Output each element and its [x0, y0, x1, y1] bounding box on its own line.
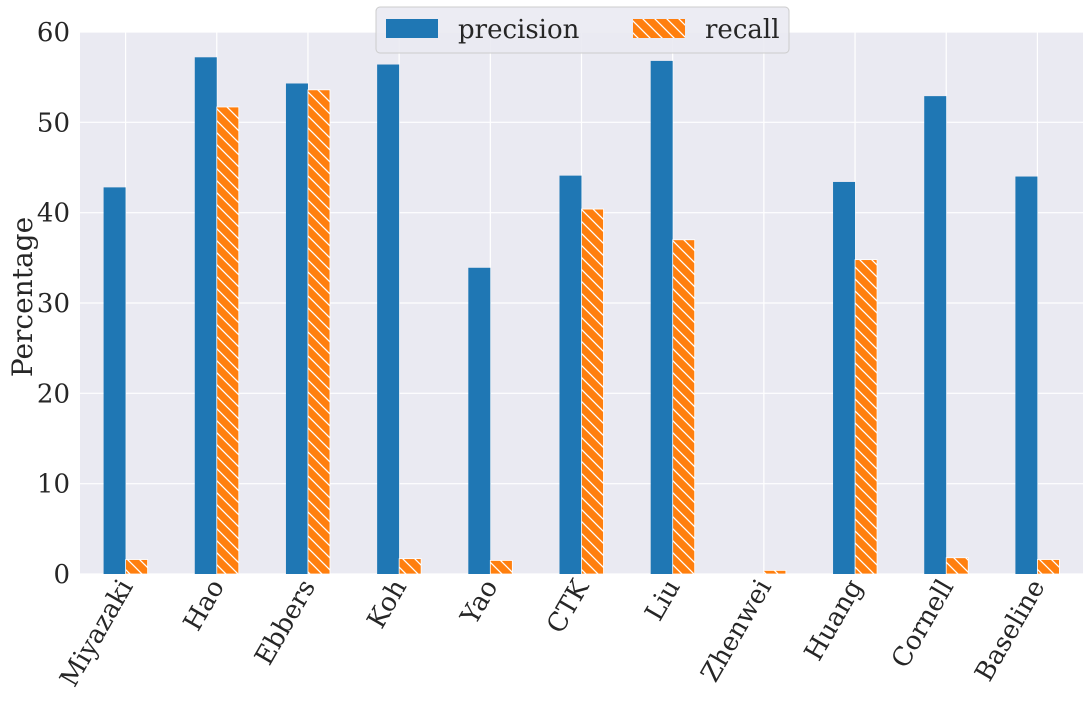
bar-recall-ctk	[581, 208, 604, 575]
legend-label-recall: recall	[705, 15, 780, 45]
y-tick-label: 50	[37, 108, 70, 138]
legend-label-precision: precision	[458, 15, 580, 45]
y-tick-label: 60	[37, 18, 70, 48]
y-tick-label: 0	[53, 560, 70, 590]
x-tick-label: Yao	[455, 575, 505, 631]
y-tick-label: 20	[37, 379, 70, 409]
x-tick-label: CTK	[541, 574, 596, 639]
bar-precision-cornell	[924, 96, 947, 575]
legend-box	[375, 6, 790, 54]
x-tick-label: Cornell	[886, 575, 960, 674]
bar-precision-yao	[468, 267, 491, 574]
bar-precision-koh	[377, 64, 400, 575]
legend-swatch-precision	[386, 19, 438, 38]
bar-recall-liu	[672, 239, 696, 575]
legend: precision recall	[375, 6, 790, 54]
bar-recall-huang	[854, 259, 878, 575]
x-tick-label: Miyazaki	[54, 575, 139, 693]
bar-recall-cornell	[945, 557, 969, 575]
bar-precision-baseline	[1015, 176, 1038, 575]
bar-recall-yao	[489, 560, 513, 575]
x-tick-label: Zhenwei	[695, 575, 777, 688]
bars	[103, 57, 1060, 575]
bar-precision-liu	[650, 60, 673, 574]
y-axis-label: Percentage	[6, 217, 39, 377]
bar-recall-ebbers	[307, 89, 331, 575]
bar-precision-huang	[833, 181, 856, 574]
x-tick-label: Ebbers	[249, 575, 322, 671]
bar-precision-ctk	[559, 175, 582, 574]
bar-precision-ebbers	[285, 83, 308, 575]
bar-recall-zhenwei	[763, 569, 787, 575]
x-tick-label: Koh	[362, 574, 414, 633]
legend-swatch-recall	[633, 19, 685, 38]
bar-precision-miyazaki	[103, 187, 126, 574]
bar-recall-hao	[216, 106, 240, 575]
y-tick-label: 10	[37, 470, 70, 500]
y-axis: 0 10 20 30 40 50 60	[37, 18, 70, 590]
x-tick-label: Liu	[640, 575, 687, 627]
x-tick-label: Baseline	[969, 575, 1051, 687]
x-axis: Miyazaki Hao Ebbers Koh Yao CTK Liu Zhenwei Huan…	[54, 574, 1051, 692]
x-tick-label: Huang	[799, 575, 869, 666]
bar-recall-baseline	[1037, 559, 1060, 575]
y-tick-label: 30	[37, 289, 70, 319]
x-tick-label: Hao	[178, 575, 231, 637]
bar-recall-koh	[398, 558, 422, 575]
bar-precision-hao	[194, 57, 217, 574]
bar-recall-miyazaki	[125, 559, 148, 575]
y-tick-label: 40	[37, 199, 70, 229]
